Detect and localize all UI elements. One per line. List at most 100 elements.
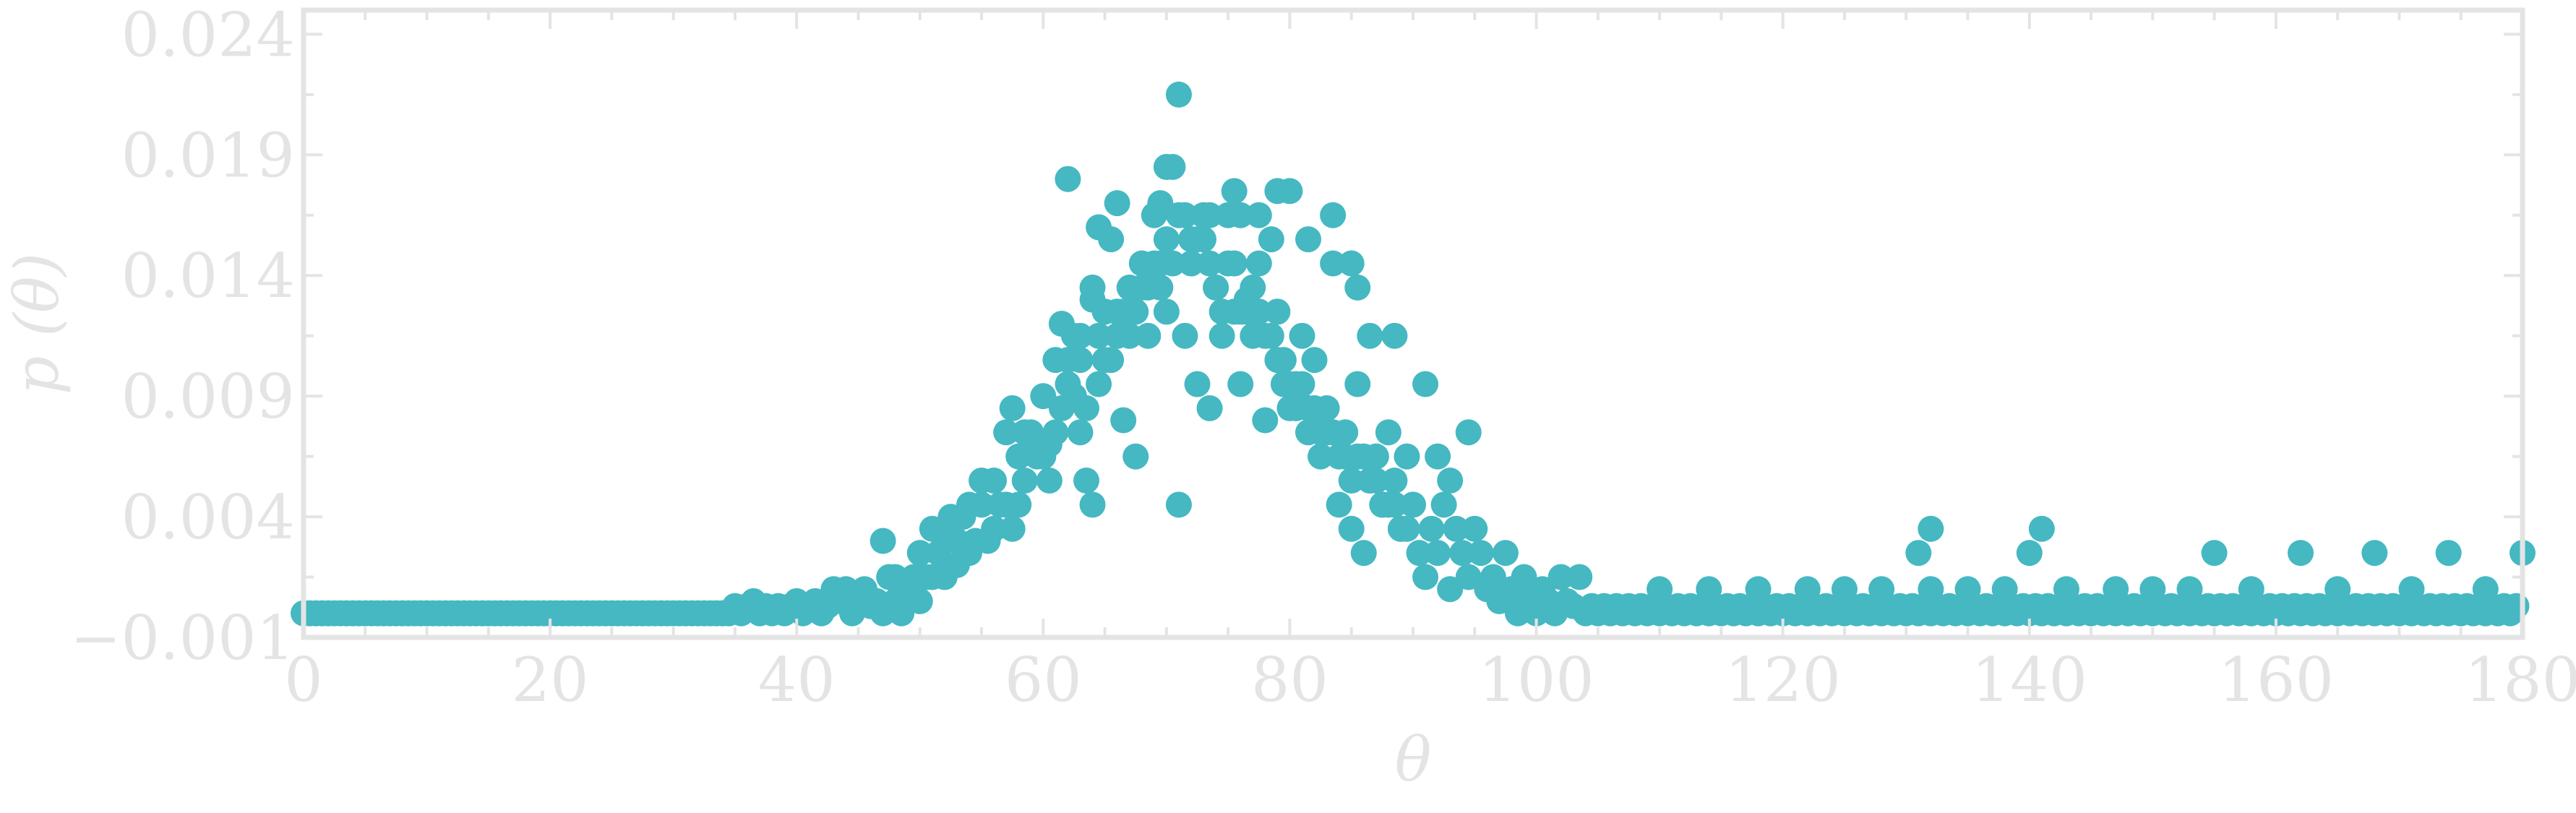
data-point	[1381, 491, 1408, 518]
data-point	[1165, 81, 1192, 108]
data-point	[1135, 322, 1162, 349]
data-point	[2398, 576, 2425, 603]
data-point	[1079, 491, 1106, 518]
data-point	[1375, 419, 1401, 446]
data-point	[2288, 540, 2314, 567]
data-point	[2103, 576, 2129, 603]
data-point	[1172, 202, 1198, 228]
x-tick-label: 100	[1478, 645, 1594, 715]
data-point	[1208, 322, 1235, 349]
points-layer	[291, 81, 2536, 627]
data-point	[1918, 576, 1944, 603]
data-point	[1036, 431, 1062, 457]
data-point	[1086, 214, 1112, 241]
data-point	[2139, 576, 2166, 603]
data-point	[882, 564, 909, 590]
data-point	[2028, 515, 2055, 542]
data-point	[1030, 383, 1057, 410]
data-point	[1745, 576, 1772, 603]
data-point	[2361, 540, 2388, 567]
data-point	[1011, 468, 1038, 494]
data-point	[956, 491, 982, 518]
data-point	[1067, 347, 1094, 374]
data-point	[993, 419, 1020, 446]
data-point	[1320, 250, 1347, 277]
x-tick-label: 60	[1005, 645, 1082, 715]
data-point	[1301, 395, 1328, 421]
data-point	[1831, 576, 1858, 603]
y-tick-label: −0.001	[70, 603, 295, 674]
x-tick-label: 140	[1972, 645, 2087, 715]
data-point	[1918, 515, 1944, 542]
data-point	[1153, 154, 1180, 180]
data-point	[1430, 491, 1457, 518]
data-point	[1221, 250, 1248, 277]
data-point	[1289, 371, 1315, 397]
data-point	[943, 528, 970, 554]
data-point	[1696, 576, 1722, 603]
data-point	[1227, 371, 1254, 397]
data-point	[1467, 540, 1494, 567]
data-point	[1135, 274, 1162, 301]
x-tick-label: 0	[284, 645, 322, 715]
data-point	[1086, 322, 1112, 349]
data-point	[1905, 540, 1932, 567]
data-point	[1461, 515, 1488, 542]
data-point	[1418, 515, 1445, 542]
data-point	[2238, 576, 2264, 603]
data-point	[1067, 419, 1094, 446]
data-point	[1338, 515, 1365, 542]
data-point	[1320, 202, 1347, 228]
data-point	[2472, 576, 2499, 603]
data-point	[1394, 443, 1420, 470]
x-tick-label: 20	[512, 645, 589, 715]
data-point	[1147, 190, 1174, 217]
data-point	[2201, 540, 2228, 567]
data-point	[1338, 468, 1365, 494]
data-point	[1289, 322, 1315, 349]
data-point	[1055, 165, 1081, 192]
data-point	[1308, 443, 1334, 470]
data-point	[1110, 407, 1137, 434]
data-point	[999, 515, 1026, 542]
data-point	[1245, 250, 1272, 277]
data-point	[2324, 576, 2351, 603]
x-tick-label: 80	[1251, 645, 1328, 715]
data-point	[1276, 178, 1303, 205]
data-point	[1350, 540, 1377, 567]
data-point	[2176, 576, 2203, 603]
data-point	[1511, 564, 1537, 590]
data-point	[1381, 322, 1408, 349]
x-tick-label: 180	[2465, 645, 2576, 715]
data-point	[1245, 202, 1272, 228]
data-point	[1455, 564, 1482, 590]
data-point	[1344, 274, 1371, 301]
data-point	[1647, 576, 1673, 603]
data-point	[1104, 190, 1130, 217]
y-axis-label: p (θ)	[1, 253, 72, 395]
tick-labels-layer: 0 20 40 60 80 100 120 140 160 180 −0.001 0.004 0.009…	[70, 0, 2576, 715]
data-point	[2053, 576, 2079, 603]
data-point	[1425, 540, 1451, 567]
data-point	[1184, 371, 1211, 397]
data-point	[1320, 419, 1347, 446]
y-tick-label: 0.019	[121, 120, 295, 191]
data-point	[1547, 564, 1574, 590]
data-point	[1196, 202, 1223, 228]
data-point	[1480, 564, 1506, 590]
data-point	[1362, 468, 1389, 494]
data-point	[1245, 298, 1272, 325]
data-point	[1221, 178, 1248, 205]
data-point	[1122, 443, 1149, 470]
data-point	[1196, 250, 1223, 277]
data-point	[1098, 347, 1125, 374]
data-point	[906, 540, 933, 567]
data-point	[1301, 347, 1328, 374]
data-point	[1394, 515, 1420, 542]
data-point	[1122, 298, 1149, 325]
data-point	[1036, 468, 1062, 494]
data-point	[919, 564, 945, 590]
data-point	[1406, 540, 1433, 567]
data-point	[1048, 395, 1075, 421]
